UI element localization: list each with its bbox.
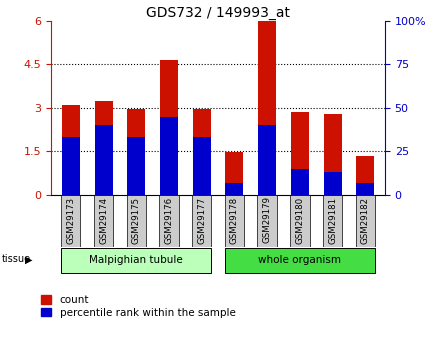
Bar [61, 195, 81, 247]
Bar [324, 172, 342, 195]
Bar [225, 248, 375, 273]
Bar [94, 100, 113, 195]
Bar [258, 195, 277, 247]
Text: GSM29178: GSM29178 [230, 197, 239, 244]
Bar [225, 195, 244, 247]
Bar [258, 125, 276, 195]
Bar [323, 195, 342, 247]
Bar [356, 183, 374, 195]
Bar [291, 112, 309, 195]
Bar [62, 137, 80, 195]
Text: tissue: tissue [2, 255, 31, 264]
Bar [126, 195, 146, 247]
Text: whole organism: whole organism [259, 256, 341, 265]
Bar [61, 248, 211, 273]
Text: ▶: ▶ [24, 255, 32, 264]
Text: GSM29174: GSM29174 [99, 197, 108, 244]
Legend: count, percentile rank within the sample: count, percentile rank within the sample [41, 295, 235, 318]
Text: GSM29179: GSM29179 [263, 197, 271, 244]
Bar [193, 109, 210, 195]
Bar [94, 125, 113, 195]
Text: GSM29176: GSM29176 [165, 197, 174, 244]
Bar [193, 137, 210, 195]
Text: GSM29180: GSM29180 [295, 197, 304, 244]
Text: GSM29182: GSM29182 [361, 197, 370, 244]
Text: GSM29177: GSM29177 [197, 197, 206, 244]
Bar [290, 195, 310, 247]
Bar [356, 156, 374, 195]
Bar [62, 105, 80, 195]
Text: Malpighian tubule: Malpighian tubule [89, 256, 183, 265]
Bar [324, 114, 342, 195]
Bar [127, 109, 145, 195]
Bar [291, 169, 309, 195]
Text: GSM29173: GSM29173 [66, 197, 75, 244]
Text: GSM29175: GSM29175 [132, 197, 141, 244]
Bar [356, 195, 375, 247]
Bar [226, 183, 243, 195]
Bar [159, 195, 178, 247]
Bar [192, 195, 211, 247]
Text: GSM29181: GSM29181 [328, 197, 337, 244]
Bar [258, 21, 276, 195]
Bar [127, 137, 145, 195]
Bar [94, 195, 113, 247]
Title: GDS732 / 149993_at: GDS732 / 149993_at [146, 6, 290, 20]
Bar [226, 152, 243, 195]
Bar [160, 60, 178, 195]
Bar [160, 117, 178, 195]
